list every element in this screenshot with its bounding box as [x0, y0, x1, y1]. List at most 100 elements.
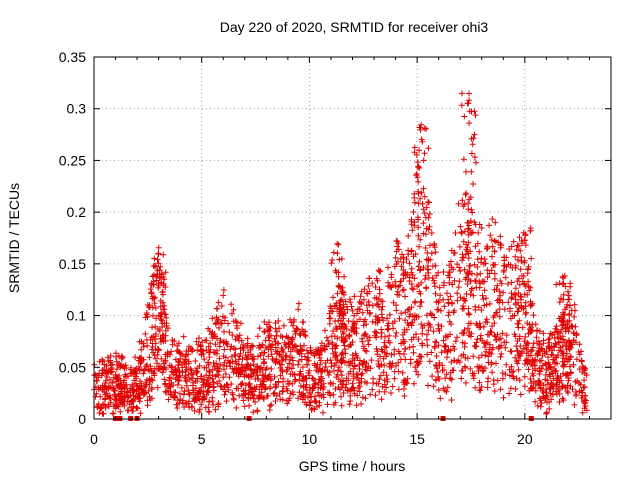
data-point — [183, 382, 190, 389]
data-point — [119, 388, 125, 395]
data-point — [528, 255, 535, 262]
data-point — [517, 391, 524, 398]
data-point — [530, 372, 537, 379]
data-point — [144, 361, 150, 368]
data-point — [278, 367, 285, 374]
data-point — [206, 328, 213, 334]
data-point — [353, 352, 360, 359]
data-point — [219, 313, 226, 320]
data-point — [240, 397, 247, 404]
data-point — [159, 369, 166, 376]
data-point — [347, 398, 354, 405]
data-point — [126, 401, 133, 408]
data-point — [263, 376, 270, 383]
data-point — [376, 376, 383, 383]
data-point — [473, 284, 480, 291]
data-point — [376, 268, 383, 275]
data-point — [349, 386, 355, 393]
data-point — [278, 345, 285, 352]
data-point — [567, 302, 574, 309]
data-point — [330, 294, 336, 301]
data-point — [264, 375, 271, 382]
data-point — [431, 345, 438, 351]
data-point — [565, 345, 572, 352]
data-point — [396, 315, 403, 322]
data-point — [484, 384, 491, 391]
y-tick-label: 0.35 — [59, 49, 86, 65]
data-point — [296, 350, 303, 357]
data-point — [303, 361, 310, 368]
data-point — [286, 356, 293, 363]
data-point — [340, 330, 347, 337]
data-point — [122, 393, 129, 399]
data-point — [216, 355, 223, 362]
data-point — [517, 266, 524, 273]
data-point — [388, 351, 395, 358]
data-point — [196, 335, 202, 342]
data-point — [311, 352, 318, 359]
data-point — [535, 347, 542, 354]
data-point — [438, 323, 445, 330]
data-point — [549, 390, 556, 397]
data-point — [209, 366, 216, 373]
data-point — [260, 394, 267, 401]
data-point — [576, 366, 583, 373]
data-point — [349, 323, 356, 330]
data-point — [576, 341, 583, 348]
data-point — [554, 360, 560, 367]
data-point — [462, 297, 469, 304]
data-point — [374, 277, 381, 284]
data-point — [230, 306, 237, 313]
data-point — [181, 361, 188, 368]
data-point — [100, 401, 106, 408]
data-point — [386, 332, 393, 339]
data-point — [369, 280, 376, 287]
data-point — [251, 356, 258, 362]
data-point — [540, 340, 547, 347]
data-point — [373, 330, 380, 337]
data-point — [572, 378, 579, 385]
data-point — [509, 313, 516, 319]
data-point — [259, 372, 266, 379]
data-point — [420, 185, 427, 192]
data-point — [478, 352, 485, 359]
data-point — [466, 108, 473, 115]
data-point — [444, 354, 450, 361]
data-point — [391, 351, 398, 358]
data-point — [196, 363, 203, 369]
data-point — [542, 371, 549, 378]
data-point — [373, 300, 380, 307]
data-point — [205, 380, 212, 387]
data-point — [233, 385, 240, 392]
data-point — [476, 379, 483, 386]
data-point — [162, 311, 169, 318]
data-point — [457, 223, 464, 230]
data-point — [431, 244, 438, 251]
data-point — [214, 305, 221, 312]
data-point — [408, 281, 415, 288]
data-point — [566, 363, 573, 370]
data-point — [273, 392, 280, 399]
data-point — [481, 344, 488, 351]
data-point — [356, 298, 363, 305]
data-point — [422, 214, 429, 221]
data-point — [476, 221, 483, 228]
data-point — [259, 377, 266, 384]
data-point — [333, 325, 340, 332]
data-point — [578, 358, 585, 365]
data-point — [423, 312, 430, 319]
data-point — [469, 141, 476, 148]
data-point — [555, 334, 562, 341]
data-point — [214, 367, 221, 374]
data-point — [225, 357, 231, 364]
data-point — [502, 274, 509, 281]
data-point — [508, 243, 515, 250]
data-point — [491, 270, 498, 277]
data-point — [209, 329, 216, 336]
data-point — [561, 358, 568, 365]
data-point — [299, 396, 306, 403]
data-point — [221, 328, 227, 335]
data-point — [335, 384, 342, 391]
data-point — [529, 362, 536, 369]
data-point — [155, 244, 162, 251]
